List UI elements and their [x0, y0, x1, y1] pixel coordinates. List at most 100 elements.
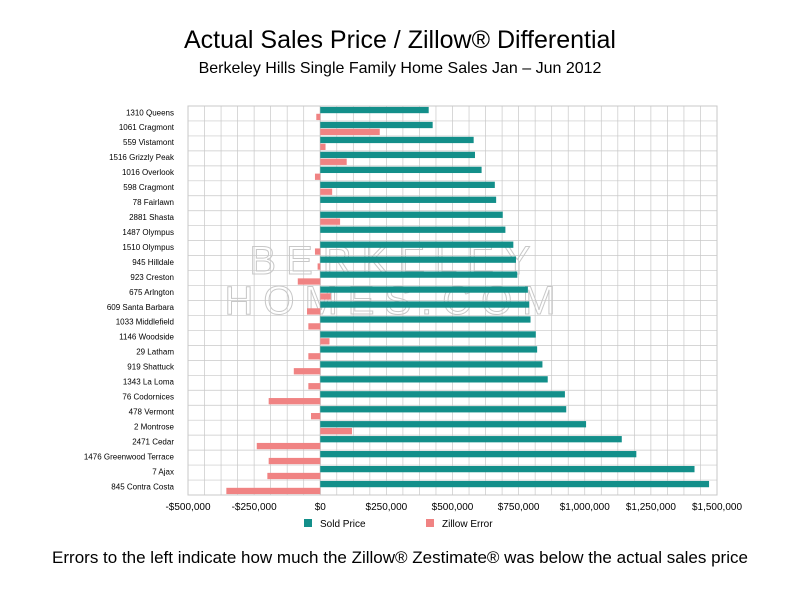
x-tick-label: -$250,000: [232, 502, 277, 513]
bar-zillow-error: [256, 442, 321, 450]
bar-zillow-error: [316, 113, 321, 121]
x-tick-label: $1,500,000: [692, 502, 742, 513]
legend: Sold Price Zillow Error: [304, 519, 493, 530]
bar-sold-price: [320, 391, 565, 398]
legend-label-sold: Sold Price: [320, 519, 366, 530]
bar-zillow-error: [320, 218, 341, 225]
bar-sold-price: [320, 226, 506, 233]
category-label: 609 Santa Barbara: [107, 303, 175, 312]
category-label: 1016 Overlook: [122, 168, 175, 177]
bar-sold-price: [320, 346, 538, 353]
category-label: 923 Creston: [130, 273, 174, 282]
bar-sold-price: [320, 465, 695, 473]
bar-sold-price: [320, 421, 587, 428]
bar-sold-price: [320, 316, 531, 323]
bar-sold-price: [320, 241, 514, 248]
category-label: 1033 Middlefield: [116, 318, 174, 327]
legend-label-error: Zillow Error: [442, 519, 493, 530]
bar-sold-price: [320, 301, 530, 308]
category-label: 1061 Cragmont: [119, 123, 175, 132]
bar-zillow-error: [320, 338, 330, 345]
category-label: 7 Ajax: [152, 467, 174, 476]
category-label: 2471 Cedar: [132, 437, 174, 446]
bar-zillow-error: [308, 383, 321, 390]
bar-zillow-error: [310, 413, 321, 420]
bar-zillow-error: [314, 248, 321, 255]
bar-zillow-error: [320, 128, 380, 136]
category-label: 1476 Greenwood Terrace: [84, 452, 175, 461]
bar-zillow-error: [267, 472, 321, 480]
bar-sold-price: [320, 181, 495, 188]
bars: [226, 106, 710, 495]
category-label: 76 Codornices: [122, 393, 174, 402]
bar-sold-price: [320, 436, 622, 443]
category-label: 1487 Olympus: [122, 228, 174, 237]
bar-sold-price: [320, 211, 503, 218]
bar-zillow-error: [226, 487, 321, 495]
category-label: 1510 Olympus: [122, 243, 174, 252]
bar-zillow-error: [314, 173, 321, 180]
bar-sold-price: [320, 451, 637, 458]
category-label: 919 Shattuck: [127, 363, 175, 372]
x-tick-label: $750,000: [498, 502, 540, 513]
category-label: 1516 Grizzly Peak: [109, 153, 175, 162]
category-label: 478 Vermont: [129, 408, 175, 417]
bar-zillow-error: [297, 278, 321, 285]
x-tick-label: $0: [315, 502, 327, 513]
category-label: 559 Vistamont: [123, 138, 175, 147]
bar-sold-price: [320, 121, 433, 129]
bar-zillow-error: [308, 323, 321, 330]
bar-zillow-error: [320, 188, 333, 195]
watermark-line2: HOMES.COM: [224, 279, 565, 323]
bar-sold-price: [320, 286, 528, 293]
bar-sold-price: [320, 136, 474, 144]
category-label: 1343 La Loma: [123, 378, 175, 387]
bar-zillow-error: [308, 353, 321, 360]
category-label: 2881 Shasta: [129, 213, 174, 222]
bar-sold-price: [320, 271, 518, 278]
bar-sold-price: [320, 196, 497, 203]
x-tick-label: $250,000: [366, 502, 408, 513]
chart-title: Actual Sales Price / Zillow® Differentia…: [183, 26, 616, 54]
category-label: 29 Latham: [136, 348, 174, 357]
x-axis-ticks: -$500,000 -$250,000 $0 $250,000 $500,000 $750…: [165, 502, 742, 513]
bar-sold-price: [320, 331, 536, 338]
grid-lines: [187, 105, 718, 496]
bar-zillow-error: [320, 143, 326, 150]
legend-swatch-sold: [304, 519, 312, 527]
x-tick-label: $1,000,000: [560, 502, 610, 513]
bar-sold-price: [320, 151, 475, 159]
category-label: 675 Arlngton: [129, 288, 174, 297]
bar-sold-price: [320, 256, 516, 263]
legend-swatch-error: [426, 519, 434, 527]
watermark: BERKELEY HOMES.COM: [224, 239, 565, 324]
category-label: 1310 Queens: [126, 108, 174, 117]
category-label: 598 Cragmont: [123, 183, 174, 192]
bar-zillow-error: [293, 368, 321, 375]
chart-footnote: Errors to the left indicate how much the…: [52, 548, 748, 567]
category-label: 845 Contra Costa: [111, 482, 174, 491]
bar-sold-price: [320, 106, 429, 114]
chart-subtitle: Berkeley Hills Single Family Home Sales …: [198, 60, 602, 77]
bar-sold-price: [320, 406, 567, 413]
bar-sold-price: [320, 361, 543, 368]
bar-zillow-error: [320, 158, 347, 165]
category-label: 78 Fairlawn: [133, 198, 174, 207]
category-labels: 1310 Queens 1061 Cragmont 559 Vistamont 151…: [84, 108, 175, 491]
bar-sold-price: [320, 480, 710, 488]
bar-zillow-error: [320, 293, 331, 300]
x-tick-label: $1,250,000: [626, 502, 676, 513]
category-label: 1146 Woodside: [119, 333, 174, 342]
bar-zillow-error: [307, 308, 321, 315]
x-tick-label: $500,000: [432, 502, 474, 513]
bar-zillow-error: [320, 427, 352, 435]
bar-zillow-error: [268, 457, 321, 465]
bar-sold-price: [320, 376, 548, 383]
x-tick-label: -$500,000: [165, 502, 210, 513]
category-label: 2 Montrose: [134, 422, 175, 431]
bar-sold-price: [320, 166, 482, 174]
category-label: 945 Hilldale: [132, 258, 174, 267]
bar-zillow-error: [317, 263, 321, 270]
bar-zillow-error: [268, 398, 321, 405]
